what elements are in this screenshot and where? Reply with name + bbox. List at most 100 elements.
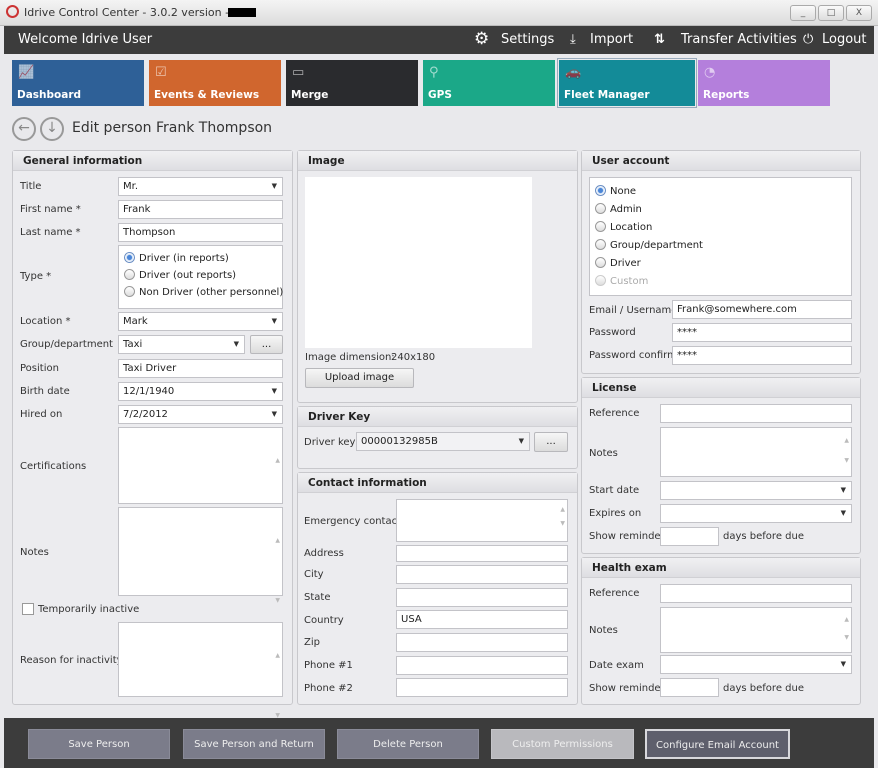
license-reminder-label: Show reminder — [589, 531, 665, 542]
tile-label: Events & Reviews — [154, 89, 260, 101]
location-select[interactable]: Mark — [118, 312, 283, 331]
birth-date-picker[interactable]: 12/1/1940 — [118, 382, 283, 401]
tile-label: Merge — [291, 89, 329, 101]
type-label: Type * — [20, 271, 52, 282]
pie-chart-icon: ◔ — [704, 65, 716, 80]
first-name-input[interactable]: Frank — [118, 200, 283, 219]
health-reference-input[interactable] — [660, 584, 852, 603]
panel-header: User account — [582, 151, 860, 171]
tile-events-reviews[interactable]: ☑ Events & Reviews — [149, 60, 281, 106]
phone2-label: Phone #2 — [304, 683, 353, 694]
city-label: City — [304, 569, 324, 580]
reason-textarea[interactable]: ▲ ▼ — [118, 622, 283, 719]
role-radio-driver[interactable]: Driver — [595, 257, 641, 269]
group-select[interactable]: Taxi — [118, 335, 245, 354]
upload-image-button[interactable]: Upload image — [305, 368, 414, 388]
health-notes-textarea[interactable]: ▲ ▼ — [660, 607, 852, 653]
certifications-label: Certifications — [20, 461, 87, 472]
import-link[interactable]: Import — [590, 32, 634, 47]
tile-merge[interactable]: ▭ Merge — [286, 60, 418, 106]
email-input[interactable]: Frank@somewhere.com — [672, 300, 852, 319]
type-radio-group — [118, 245, 283, 309]
country-input[interactable]: USA — [396, 610, 568, 629]
password-input[interactable]: **** — [672, 323, 852, 342]
last-name-input[interactable]: Thompson — [118, 223, 283, 242]
driver-key-more-button[interactable]: ... — [534, 432, 568, 452]
phone2-input[interactable] — [396, 678, 568, 697]
merge-icon: ▭ — [292, 65, 305, 80]
date-exam-label: Date exam — [589, 660, 644, 671]
transfer-activities-link[interactable]: Transfer Activities — [681, 32, 797, 47]
maximize-button[interactable]: □ — [818, 5, 844, 21]
expires-on-label: Expires on — [589, 508, 642, 519]
address-input[interactable] — [396, 545, 568, 562]
password-confirm-label: Password confirm — [589, 350, 677, 361]
health-reminder-input[interactable] — [660, 678, 719, 697]
role-radio-location[interactable]: Location — [595, 221, 652, 233]
license-reminder-input[interactable] — [660, 527, 719, 546]
map-pin-icon: ⚲ — [429, 65, 439, 80]
title-select[interactable]: Mr. — [118, 177, 283, 196]
logout-link[interactable]: Logout — [822, 32, 867, 47]
configure-email-button[interactable]: Configure Email Account — [645, 729, 790, 759]
tile-fleet-manager[interactable]: 🚗 Fleet Manager — [557, 58, 697, 108]
download-icon: ⤓ — [570, 32, 576, 47]
close-button[interactable]: X — [846, 5, 872, 21]
expires-on-picker[interactable] — [660, 504, 852, 523]
type-radio-driver-in[interactable]: Driver (in reports) — [124, 252, 229, 264]
driver-key-select[interactable]: 00000132985B — [356, 432, 530, 451]
group-label: Group/department — [20, 339, 113, 350]
role-radio-group[interactable]: Group/department — [595, 239, 703, 251]
position-input[interactable]: Taxi Driver — [118, 359, 283, 378]
tile-label: Fleet Manager — [564, 89, 650, 101]
state-input[interactable] — [396, 588, 568, 607]
tile-dashboard[interactable]: 📈 Dashboard — [12, 60, 144, 106]
type-radio-non-driver[interactable]: Non Driver (other personnel) — [124, 286, 283, 298]
tile-label: GPS — [428, 89, 452, 101]
header-bar: Welcome Idrive User ⚙ Settings ⤓ Import … — [4, 26, 874, 54]
date-exam-picker[interactable] — [660, 655, 852, 674]
tile-gps[interactable]: ⚲ GPS — [423, 60, 555, 106]
down-arrow-icon[interactable]: ↓ — [40, 117, 64, 141]
settings-link[interactable]: Settings — [501, 32, 555, 47]
back-arrow-icon[interactable]: ← — [12, 117, 36, 141]
custom-permissions-button: Custom Permissions — [491, 729, 634, 759]
zip-input[interactable] — [396, 633, 568, 652]
zip-label: Zip — [304, 637, 320, 648]
certifications-textarea[interactable]: ▲▼ — [118, 427, 283, 524]
license-reference-input[interactable] — [660, 404, 852, 423]
city-input[interactable] — [396, 565, 568, 584]
first-name-label: First name * — [20, 204, 81, 215]
group-more-button[interactable]: ... — [250, 335, 283, 354]
health-reference-label: Reference — [589, 588, 640, 599]
cars-icon: 🚗 — [565, 65, 582, 80]
save-person-button[interactable]: Save Person — [28, 729, 170, 759]
minimize-button[interactable]: _ — [790, 5, 816, 21]
image-dimension-label: Image dimension: — [305, 352, 395, 363]
health-reminder-label: Show reminder — [589, 683, 665, 694]
hired-on-picker[interactable]: 7/2/2012 — [118, 405, 283, 424]
inactive-checkbox[interactable] — [22, 603, 34, 615]
clipboard-icon: ☑ — [155, 65, 167, 80]
window-title: Idrive Control Center - 3.0.2 version - — [24, 6, 230, 19]
delete-person-button[interactable]: Delete Person — [337, 729, 479, 759]
role-radio-none[interactable]: None — [595, 185, 636, 197]
start-date-picker[interactable] — [660, 481, 852, 500]
emergency-contact-label: Emergency contact — [304, 516, 402, 527]
transfer-icon: ⇅ — [654, 32, 665, 47]
inactive-label: Temporarily inactive — [38, 604, 140, 615]
license-notes-textarea[interactable]: ▲ ▼ — [660, 427, 852, 477]
type-radio-driver-out[interactable]: Driver (out reports) — [124, 269, 236, 281]
country-label: Country — [304, 615, 344, 626]
page-title: Edit person Frank Thompson — [72, 120, 273, 136]
emergency-contact-textarea[interactable]: ▲ ▼ — [396, 499, 568, 542]
save-and-return-button[interactable]: Save Person and Return — [183, 729, 325, 759]
notes-textarea[interactable]: ▲ ▼ — [118, 507, 283, 604]
tile-reports[interactable]: ◔ Reports — [698, 60, 830, 106]
panel-header: General information — [13, 151, 292, 171]
password-confirm-input[interactable]: **** — [672, 346, 852, 365]
license-reference-label: Reference — [589, 408, 640, 419]
location-label: Location * — [20, 316, 71, 327]
phone1-input[interactable] — [396, 656, 568, 675]
role-radio-admin[interactable]: Admin — [595, 203, 642, 215]
